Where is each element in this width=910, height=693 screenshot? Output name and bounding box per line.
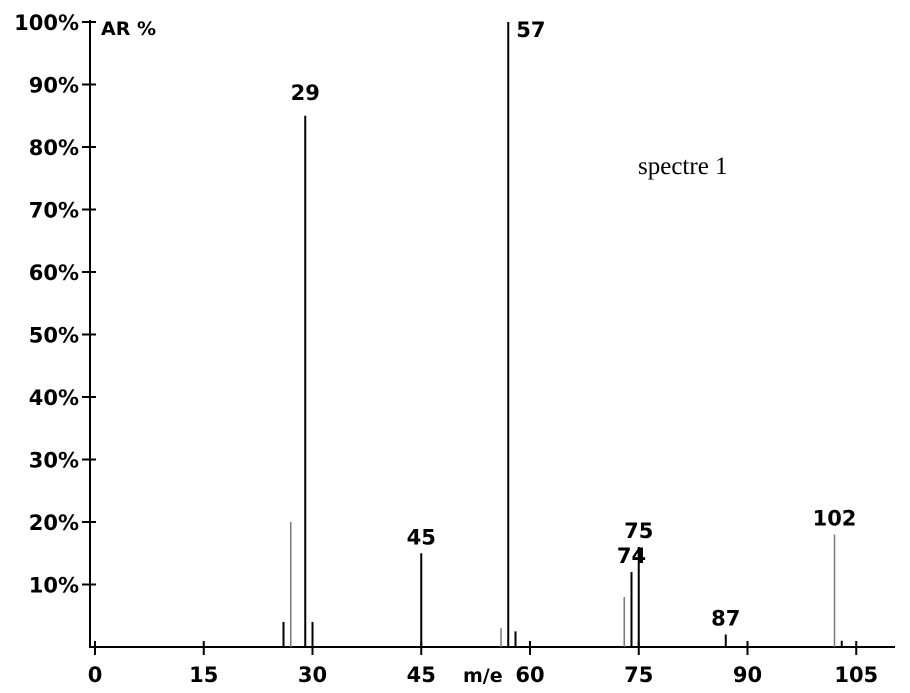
peak-label-87: 87 bbox=[711, 607, 740, 631]
spectrum-annotation: spectre 1 bbox=[638, 153, 728, 180]
y-tick-label: 40% bbox=[29, 386, 79, 410]
peak-label-57: 57 bbox=[516, 18, 545, 42]
x-tick-label: 105 bbox=[834, 663, 878, 687]
y-axis: 10% 20% 30% 40% 50% 60% 70% 80% 90% 100% bbox=[14, 11, 96, 648]
peak-label-75: 75 bbox=[624, 519, 653, 543]
x-tick-label: 60 bbox=[515, 663, 544, 687]
y-axis-title: AR % bbox=[101, 18, 156, 40]
peak-label-29: 29 bbox=[291, 81, 320, 105]
y-tick-label: 80% bbox=[29, 136, 79, 160]
y-tick-label: 50% bbox=[29, 324, 79, 348]
y-tick-label: 70% bbox=[29, 199, 79, 223]
x-tick-label: 45 bbox=[407, 663, 436, 687]
y-tick-label: 90% bbox=[29, 74, 79, 98]
peak-label-45: 45 bbox=[407, 525, 436, 549]
x-axis-title: m/e bbox=[463, 665, 503, 687]
x-tick-label: 90 bbox=[733, 663, 762, 687]
x-tick-label: 15 bbox=[189, 663, 218, 687]
peaks bbox=[282, 22, 843, 647]
y-tick-label: 100% bbox=[14, 11, 79, 35]
x-tick-label: 30 bbox=[298, 663, 327, 687]
peak-label-74: 74 bbox=[617, 544, 646, 568]
y-tick-label: 20% bbox=[29, 511, 79, 535]
y-tick-label: 60% bbox=[29, 261, 79, 285]
peak-label-102: 102 bbox=[813, 507, 857, 531]
x-tick-label: 0 bbox=[88, 663, 103, 687]
x-tick-label: 75 bbox=[624, 663, 653, 687]
y-tick-label: 30% bbox=[29, 449, 79, 473]
y-tick-label: 10% bbox=[29, 574, 79, 598]
